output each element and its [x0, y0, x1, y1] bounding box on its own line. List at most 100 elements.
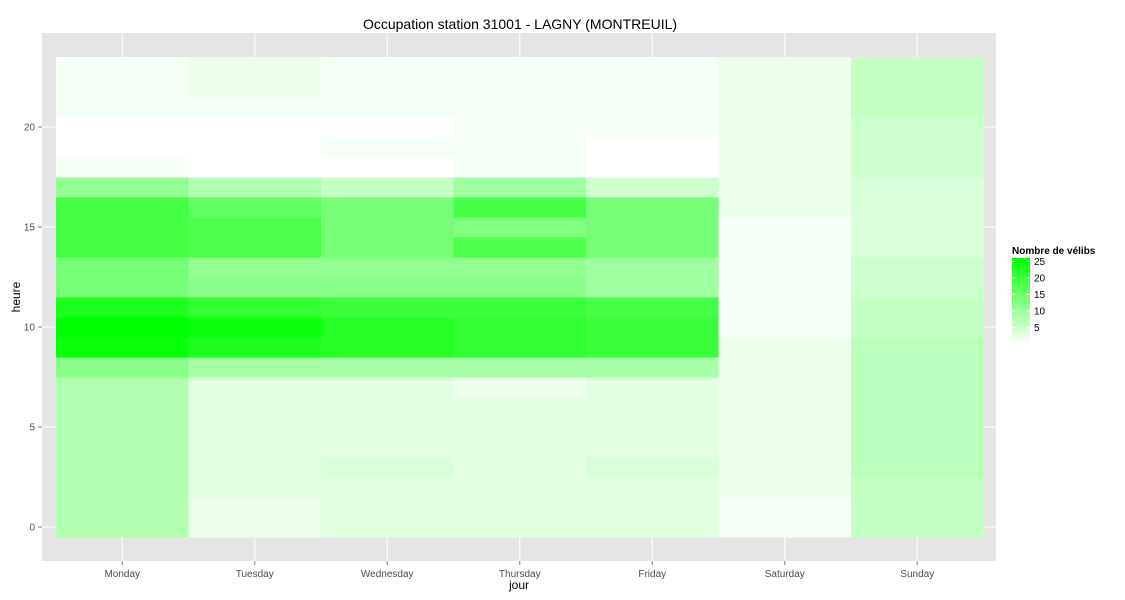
- heatmap-cell: [453, 517, 587, 538]
- heatmap-cell: [718, 57, 852, 78]
- y-axis: 0 5 10 15 20: [24, 123, 42, 534]
- heatmap-cell: [188, 397, 322, 418]
- heatmap-cell: [56, 317, 189, 338]
- heatmap-cell: [56, 477, 189, 498]
- heatmap-cell: [851, 357, 984, 378]
- heatmap-cell: [453, 357, 587, 378]
- heatmap-cell: [453, 477, 587, 498]
- heatmap-cell: [188, 417, 322, 438]
- heatmap-cell: [851, 117, 984, 138]
- heatmap-cell: [188, 197, 322, 218]
- heatmap-cell: [718, 137, 852, 158]
- heatmap-cell: [188, 97, 322, 118]
- heatmap-cell: [453, 377, 587, 398]
- x-tick-label: Friday: [638, 569, 666, 580]
- heatmap-cells: [56, 57, 984, 538]
- legend-label: 15: [1034, 290, 1046, 301]
- heatmap-cell: [321, 297, 454, 318]
- heatmap-cell: [586, 57, 719, 78]
- heatmap-cell: [56, 457, 189, 478]
- heatmap-cell: [586, 297, 719, 318]
- heatmap-cell: [718, 357, 852, 378]
- heatmap-cell: [56, 337, 189, 358]
- heatmap-cell: [586, 277, 719, 298]
- heatmap-cell: [718, 397, 852, 418]
- heatmap-cell: [851, 437, 984, 458]
- heatmap-cell: [586, 97, 719, 118]
- heatmap-cell: [586, 337, 719, 358]
- heatmap-cell: [718, 257, 852, 278]
- heatmap-cell: [586, 257, 719, 278]
- heatmap-cell: [718, 477, 852, 498]
- heatmap-cell: [188, 157, 322, 178]
- heatmap-cell: [188, 137, 322, 158]
- heatmap-cell: [321, 117, 454, 138]
- heatmap-cell: [586, 397, 719, 418]
- heatmap-cell: [321, 377, 454, 398]
- heatmap-cell: [453, 157, 587, 178]
- heatmap-cell: [718, 217, 852, 238]
- heatmap-cell: [586, 317, 719, 338]
- heatmap-cell: [453, 197, 587, 218]
- heatmap-cell: [188, 317, 322, 338]
- heatmap-cell: [851, 257, 984, 278]
- heatmap-cell: [586, 477, 719, 498]
- heatmap-cell: [56, 217, 189, 238]
- heatmap-cell: [56, 417, 189, 438]
- heatmap-cell: [321, 157, 454, 178]
- heatmap-cell: [851, 197, 984, 218]
- heatmap-cell: [453, 317, 587, 338]
- heatmap-cell: [56, 237, 189, 258]
- x-tick-label: Sunday: [900, 569, 934, 580]
- heatmap-cell: [851, 337, 984, 358]
- heatmap-cell: [586, 117, 719, 138]
- heatmap-cell: [453, 297, 587, 318]
- heatmap-cell: [453, 417, 587, 438]
- heatmap-cell: [188, 237, 322, 258]
- heatmap-cell: [453, 257, 587, 278]
- x-tick-label: Saturday: [765, 569, 805, 580]
- heatmap-cell: [851, 377, 984, 398]
- heatmap-cell: [321, 337, 454, 358]
- heatmap-cell: [453, 237, 587, 258]
- heatmap-cell: [321, 217, 454, 238]
- heatmap-cell: [56, 157, 189, 178]
- heatmap-cell: [56, 437, 189, 458]
- heatmap-cell: [321, 397, 454, 418]
- y-tick-label: 20: [24, 123, 36, 134]
- legend-color-bar: [1012, 258, 1030, 344]
- heatmap-cell: [453, 457, 587, 478]
- heatmap-cell: [188, 217, 322, 238]
- heatmap-cell: [321, 457, 454, 478]
- x-axis-title: jour: [508, 578, 529, 592]
- heatmap-cell: [586, 377, 719, 398]
- heatmap-cell: [851, 397, 984, 418]
- heatmap-cell: [851, 317, 984, 338]
- heatmap-cell: [851, 237, 984, 258]
- heatmap-cell: [718, 157, 852, 178]
- heatmap-cell: [56, 297, 189, 318]
- heatmap-cell: [56, 497, 189, 518]
- heatmap-cell: [718, 237, 852, 258]
- heatmap-cell: [188, 117, 322, 138]
- heatmap-cell: [188, 257, 322, 278]
- heatmap-cell: [56, 357, 189, 378]
- x-axis: Monday Tuesday Wednesday Thursday Friday Satu…: [104, 561, 934, 580]
- heatmap-cell: [586, 157, 719, 178]
- heatmap-cell: [321, 357, 454, 378]
- heatmap-cell: [453, 137, 587, 158]
- heatmap-cell: [453, 57, 587, 78]
- heatmap-cell: [586, 517, 719, 538]
- heatmap-cell: [321, 57, 454, 78]
- heatmap-cell: [586, 357, 719, 378]
- heatmap-cell: [718, 197, 852, 218]
- heatmap-cell: [851, 77, 984, 98]
- heatmap-cell: [586, 417, 719, 438]
- heatmap-cell: [56, 97, 189, 118]
- heatmap-cell: [321, 277, 454, 298]
- heatmap-cell: [321, 177, 454, 198]
- heatmap-cell: [586, 217, 719, 238]
- heatmap-cell: [453, 437, 587, 458]
- heatmap-cell: [188, 337, 322, 358]
